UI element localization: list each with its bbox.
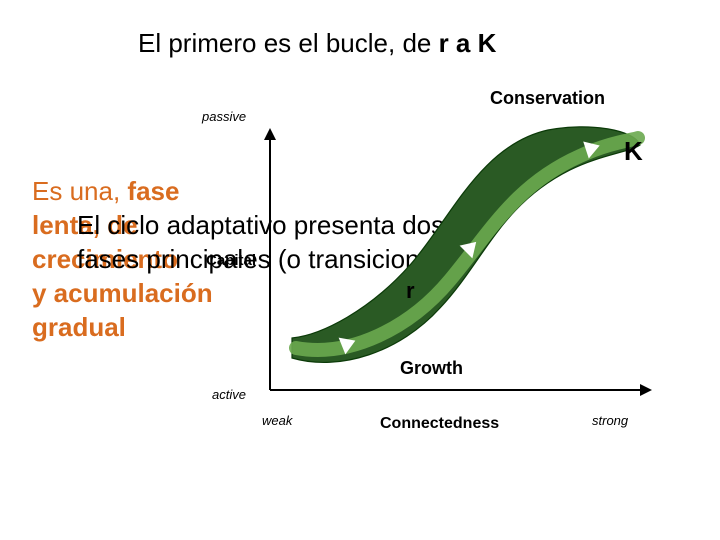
svg-text:weak: weak	[262, 413, 294, 428]
adaptive-cycle-diagram: passiveCapitalactiveweakConnectednessstr…	[230, 90, 670, 430]
svg-text:Capital: Capital	[206, 252, 256, 269]
orange-line-4: gradual	[32, 312, 126, 343]
title-bold: r a K	[439, 28, 497, 58]
svg-text:active: active	[212, 387, 246, 402]
svg-text:Conservation: Conservation	[490, 88, 605, 108]
orange-line-3: y acumulación	[32, 278, 213, 309]
svg-text:K: K	[624, 136, 643, 166]
orange-line-0: Es una, fase	[32, 176, 179, 207]
svg-text:strong: strong	[592, 413, 629, 428]
orange-line-0-plain: Es una,	[32, 176, 127, 206]
svg-text:Growth: Growth	[400, 358, 463, 378]
svg-text:Connectedness: Connectedness	[380, 415, 499, 432]
diagram-svg: passiveCapitalactiveweakConnectednessstr…	[230, 90, 670, 450]
title-prefix: El primero es el bucle, de	[138, 28, 439, 58]
svg-text:r: r	[406, 278, 415, 303]
svg-text:passive: passive	[201, 109, 246, 124]
orange-line-0-bold: fase	[127, 176, 179, 206]
slide-title: El primero es el bucle, de r a K	[138, 28, 496, 59]
